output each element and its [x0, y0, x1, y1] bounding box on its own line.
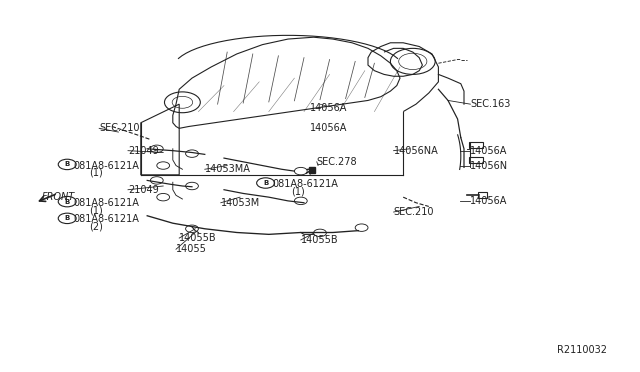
Text: 14056N: 14056N — [470, 161, 509, 170]
Text: FRONT: FRONT — [42, 192, 75, 202]
Text: 081A8-6121A: 081A8-6121A — [74, 161, 140, 170]
Text: 14056NA: 14056NA — [394, 146, 438, 155]
Text: 14055: 14055 — [176, 244, 207, 254]
Text: 14053M: 14053M — [221, 198, 260, 208]
Text: 14056A: 14056A — [470, 146, 508, 155]
FancyBboxPatch shape — [469, 157, 483, 163]
Text: 14056A: 14056A — [310, 103, 348, 113]
Text: 14055B: 14055B — [301, 235, 339, 245]
Text: (1): (1) — [291, 187, 305, 196]
Text: SEC.163: SEC.163 — [470, 99, 511, 109]
Text: 14055B: 14055B — [179, 233, 217, 243]
Text: 081A8-6121A: 081A8-6121A — [272, 179, 338, 189]
Text: B: B — [65, 199, 70, 205]
FancyBboxPatch shape — [478, 192, 487, 198]
Text: SEC.210: SEC.210 — [99, 124, 140, 133]
Text: SEC.278: SEC.278 — [317, 157, 357, 167]
Text: R2110032: R2110032 — [557, 345, 607, 355]
Text: B: B — [65, 215, 70, 221]
Text: 21049: 21049 — [128, 146, 159, 155]
Text: SEC.210: SEC.210 — [394, 207, 434, 217]
Text: 14056A: 14056A — [470, 196, 508, 206]
Text: 21049: 21049 — [128, 185, 159, 195]
Text: 081A8-6121A: 081A8-6121A — [74, 215, 140, 224]
Text: 081A8-6121A: 081A8-6121A — [74, 198, 140, 208]
Text: (1): (1) — [90, 205, 103, 215]
Text: (1): (1) — [90, 168, 103, 178]
Text: (2): (2) — [90, 222, 104, 232]
Text: 14056A: 14056A — [310, 124, 348, 133]
Text: B: B — [65, 161, 70, 167]
FancyBboxPatch shape — [469, 142, 483, 148]
Text: B: B — [263, 180, 268, 186]
Text: 14053MA: 14053MA — [205, 164, 251, 174]
